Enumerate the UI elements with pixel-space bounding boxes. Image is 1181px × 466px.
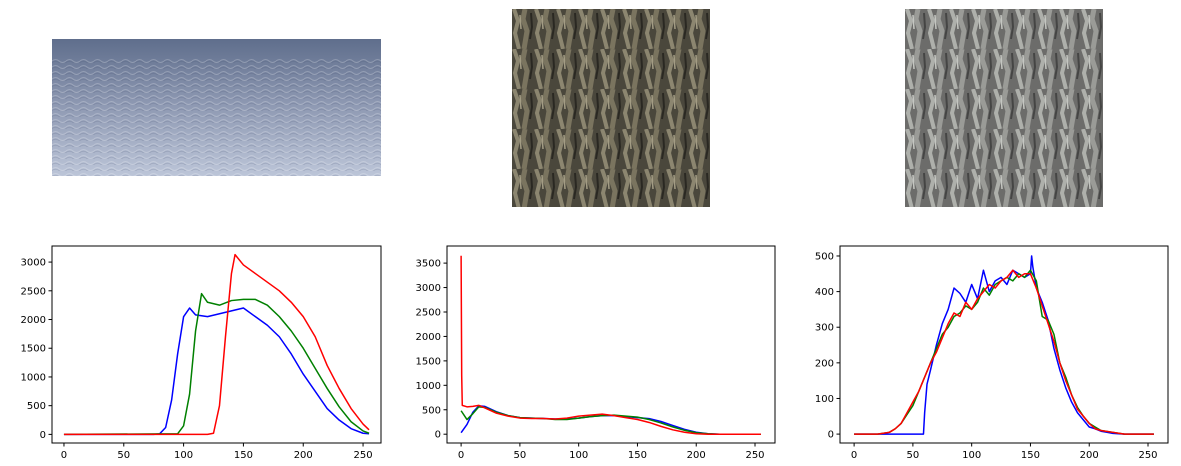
x-tick-label: 250 bbox=[1138, 450, 1157, 461]
series-blue-line bbox=[854, 255, 1154, 435]
x-tick-label: 0 bbox=[458, 450, 464, 461]
x-tick-label: 0 bbox=[851, 450, 857, 461]
y-tick-label: 500 bbox=[815, 251, 834, 262]
series-green-line bbox=[854, 269, 1154, 435]
x-tick-label: 250 bbox=[354, 450, 373, 461]
axes-frame bbox=[839, 245, 1169, 444]
y-tick-label: 3000 bbox=[416, 283, 441, 294]
series-red-line bbox=[854, 269, 1154, 435]
sky-gradient-texture-image bbox=[52, 39, 381, 176]
x-tick-label: 150 bbox=[628, 450, 647, 461]
y-tick-label: 1500 bbox=[416, 356, 441, 367]
x-tick-label: 150 bbox=[1021, 450, 1040, 461]
x-tick-label: 100 bbox=[174, 450, 193, 461]
bark-texture-light-graphic bbox=[905, 9, 1103, 207]
y-tick-label: 2500 bbox=[21, 286, 46, 297]
series-green-line bbox=[460, 406, 761, 435]
x-tick-label: 150 bbox=[234, 450, 253, 461]
x-tick-label: 250 bbox=[745, 450, 764, 461]
y-tick-label: 3000 bbox=[21, 258, 46, 269]
y-tick-label: 1000 bbox=[21, 372, 46, 383]
y-tick-label: 500 bbox=[27, 401, 46, 412]
y-tick-label: 2000 bbox=[21, 315, 46, 326]
series-red-line bbox=[460, 255, 761, 435]
axes-frame bbox=[446, 245, 776, 444]
y-tick-label: 0 bbox=[40, 430, 46, 441]
chart-3: 0 50 100 150 200 250 0 100 200 300 400 500 bbox=[815, 245, 1169, 461]
x-tick-label: 50 bbox=[514, 450, 527, 461]
sky-gradient-texture-graphic bbox=[52, 39, 381, 176]
y-tick-label: 3500 bbox=[416, 259, 441, 270]
y-tick-label: 1500 bbox=[21, 344, 46, 355]
y-tick-label: 200 bbox=[815, 358, 834, 369]
x-tick-label: 100 bbox=[569, 450, 588, 461]
y-tick-label: 400 bbox=[815, 287, 834, 298]
y-tick-label: 2500 bbox=[416, 307, 441, 318]
y-tick-label: 500 bbox=[422, 405, 441, 416]
x-tick-label: 200 bbox=[294, 450, 313, 461]
series-green-line bbox=[63, 292, 370, 436]
x-tick-label: 0 bbox=[61, 450, 67, 461]
x-tick-label: 50 bbox=[117, 450, 130, 461]
y-tick-label: 0 bbox=[435, 430, 441, 441]
y-tick-label: 1000 bbox=[416, 381, 441, 392]
x-tick-label: 100 bbox=[962, 450, 981, 461]
x-tick-label: 200 bbox=[1080, 450, 1099, 461]
y-tick-label: 100 bbox=[815, 394, 834, 405]
y-tick-label: 2000 bbox=[416, 332, 441, 343]
x-tick-label: 50 bbox=[907, 450, 920, 461]
bark-texture-dark-image bbox=[512, 9, 710, 207]
series-blue-line bbox=[460, 405, 761, 435]
series-blue-line bbox=[63, 307, 370, 436]
y-tick-label: 300 bbox=[815, 323, 834, 334]
series-red-line bbox=[63, 253, 370, 436]
y-tick-label: 0 bbox=[828, 430, 834, 441]
x-tick-label: 200 bbox=[687, 450, 706, 461]
axes-frame bbox=[51, 245, 382, 444]
bark-texture-light-image bbox=[905, 9, 1103, 207]
bark-texture-dark-graphic bbox=[512, 9, 710, 207]
chart-2: 0 50 100 150 200 2500500100015002000250030003… bbox=[416, 245, 776, 461]
